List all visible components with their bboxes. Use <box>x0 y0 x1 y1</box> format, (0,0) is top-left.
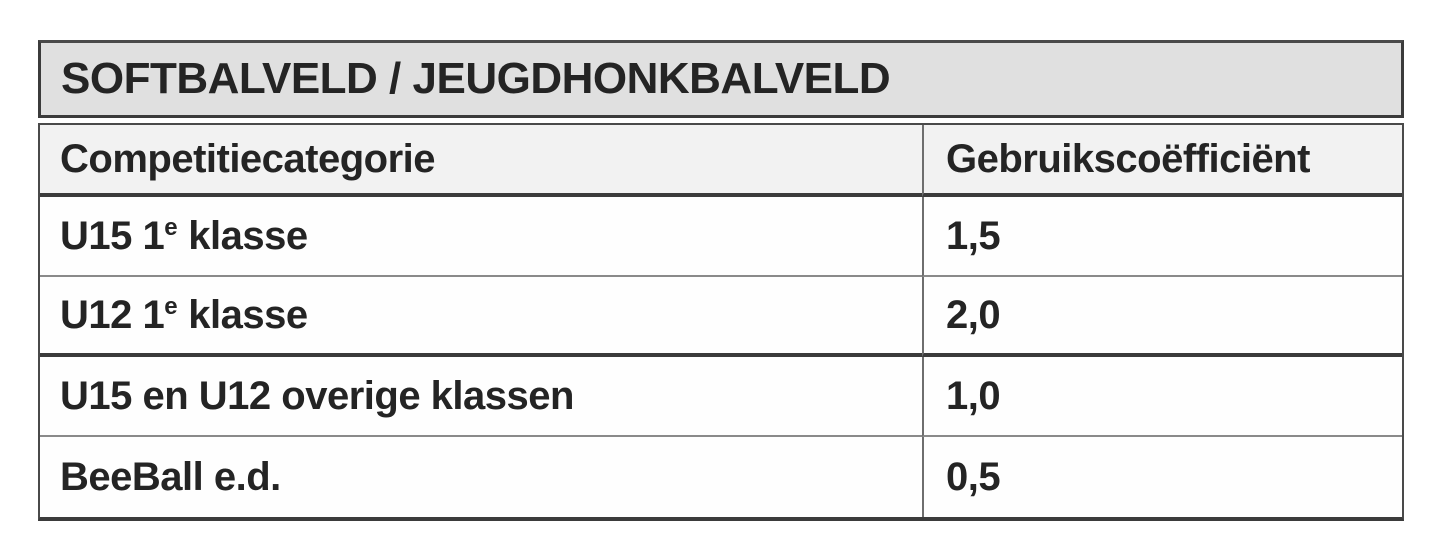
category-label: U15 1e klasse <box>60 213 308 258</box>
table-row-value: 0,5 <box>922 437 1402 517</box>
category-label: U12 1e klasse <box>60 292 308 337</box>
column-header-category: Competitiecategorie <box>40 125 922 197</box>
table-row-value: 1,0 <box>922 357 1402 437</box>
ordinal-superscript: e <box>164 213 178 241</box>
table-title-bar: SOFTBALVELD / JEUGDHONKBALVELD <box>38 40 1404 118</box>
column-header-coefficient: Gebruikscoëfficiënt <box>922 125 1402 197</box>
table-title: SOFTBALVELD / JEUGDHONKBALVELD <box>61 54 891 103</box>
table-row-category: BeeBall e.d. <box>40 437 922 517</box>
ordinal-superscript: e <box>164 292 178 320</box>
table-row-category: U15 1e klasse <box>40 197 922 277</box>
table-row-value: 1,5 <box>922 197 1402 277</box>
category-label: BeeBall e.d. <box>60 454 281 499</box>
table-grid: Competitiecategorie Gebruikscoëfficiënt … <box>38 123 1404 521</box>
table-row-value: 2,0 <box>922 277 1402 357</box>
table-row-category: U15 en U12 overige klassen <box>40 357 922 437</box>
usage-coefficient-table: SOFTBALVELD / JEUGDHONKBALVELD Competiti… <box>38 40 1404 521</box>
category-label: U15 en U12 overige klassen <box>60 373 574 418</box>
table-row-category: U12 1e klasse <box>40 277 922 357</box>
